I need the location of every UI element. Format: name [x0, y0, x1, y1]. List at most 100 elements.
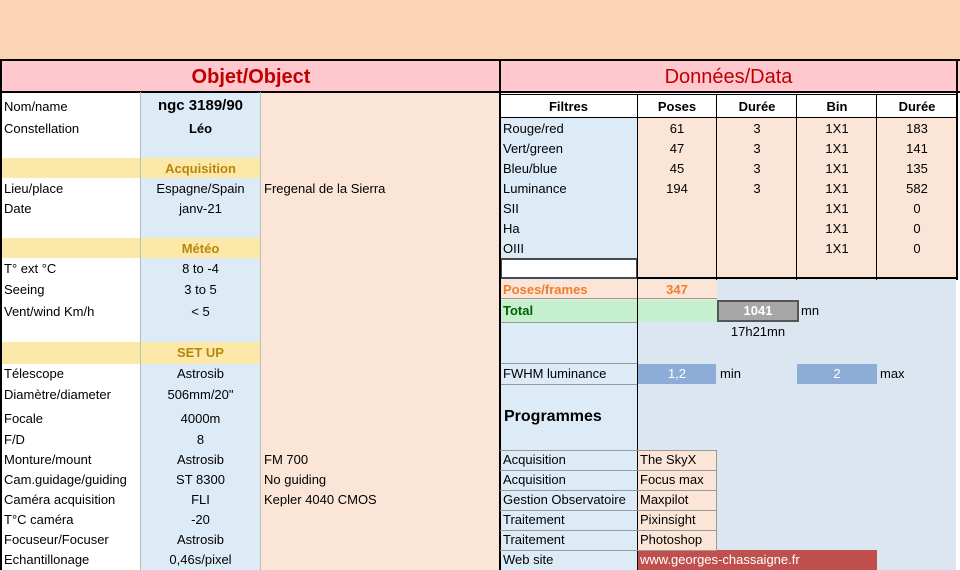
program-2-category: Acquisition	[503, 472, 566, 487]
program-2-software: Focus max	[640, 472, 704, 487]
label-constellation: Constellation	[4, 121, 80, 136]
total-value-box	[717, 300, 799, 322]
program-3-software: Maxpilot	[640, 492, 689, 507]
data-title: Données/Data	[664, 66, 793, 88]
filter-luminance-total: 582	[906, 181, 928, 196]
filter-green-bin: 1X1	[825, 141, 849, 156]
filter-sii-name: SII	[503, 201, 519, 216]
filter-green-name: Vert/green	[503, 141, 563, 156]
website-link[interactable]: www.georges-chassaigne.fr	[640, 552, 800, 567]
value-focal: 4000m	[180, 411, 221, 426]
filter-red-duration: 3	[753, 121, 761, 136]
program-3-category: Gestion Observatoire	[503, 492, 626, 507]
fwhm-min-label: min	[720, 366, 741, 381]
col-header-duration: Durée	[738, 99, 776, 114]
filter-blue-poses: 45	[669, 161, 685, 176]
filter-ha-bin: 1X1	[825, 221, 849, 236]
label-focal: Focale	[4, 411, 44, 426]
total-unit: mn	[801, 303, 820, 318]
total-label: Total	[503, 303, 534, 318]
value-seeing: 3 to 5	[184, 282, 217, 297]
label-date: Date	[4, 201, 32, 216]
program-5-software: Photoshop	[640, 532, 703, 547]
total-value: 1041	[743, 303, 773, 318]
label-telescope: Télescope	[4, 366, 64, 381]
filter-luminance-name: Luminance	[503, 181, 567, 196]
section-acquisition: Acquisition	[165, 161, 236, 176]
programs-right-bg	[637, 450, 717, 550]
total-hours: 17h21mn	[730, 324, 786, 339]
filter-oiii-bin: 1X1	[825, 241, 849, 256]
filter-sii-total: 0	[913, 201, 921, 216]
label-seeing: Seeing	[4, 282, 45, 297]
filter-blue-total: 135	[906, 161, 928, 176]
col-header-poses: Poses	[657, 99, 697, 114]
filter-blue-bin: 1X1	[825, 161, 849, 176]
poses-frames-value: 347	[666, 282, 688, 297]
filter-blue-name: Bleu/blue	[503, 161, 558, 176]
value-camera-temp: -20	[191, 512, 210, 527]
top-band	[0, 0, 960, 60]
value-name: ngc 3189/90	[157, 97, 244, 114]
value-constellation: Léo	[188, 121, 213, 136]
filter-luminance-poses: 194	[666, 181, 688, 196]
value-date: janv-21	[179, 201, 222, 216]
poses-frames-label: Poses/frames	[503, 282, 588, 297]
program-5-category: Traitement	[503, 532, 565, 547]
value-fd: 8	[196, 432, 205, 447]
value-temp-ext: 8 to -4	[182, 261, 219, 276]
label-camera: Caméra acquisition	[4, 492, 116, 507]
filter-blue-duration: 3	[753, 161, 761, 176]
col-header-total-duration: Durée	[898, 99, 936, 114]
fwhm-max-box	[797, 364, 877, 384]
data-header-bg	[500, 60, 960, 92]
filter-luminance-bin: 1X1	[825, 181, 849, 196]
filter-oiii-name: OIII	[503, 241, 524, 256]
label-wind: Vent/wind Km/h	[4, 304, 95, 319]
total-row-bg	[500, 300, 717, 322]
filter-red-poses: 61	[669, 121, 685, 136]
extra-guiding: No guiding	[264, 472, 327, 487]
label-place: Lieu/place	[4, 181, 64, 196]
filter-ha-total: 0	[913, 221, 921, 236]
program-4-category: Traitement	[503, 512, 565, 527]
website-label: Web site	[503, 552, 554, 567]
label-diameter: Diamètre/diameter	[4, 387, 111, 402]
label-mount: Monture/mount	[4, 452, 92, 467]
filter-green-poses: 47	[669, 141, 685, 156]
value-camera: FLI	[191, 492, 210, 507]
selected-cell[interactable]	[500, 258, 638, 279]
label-camera-temp: T°C caméra	[4, 512, 74, 527]
filter-green-duration: 3	[753, 141, 761, 156]
value-place: Espagne/Spain	[156, 181, 245, 196]
filter-luminance-duration: 3	[753, 181, 761, 196]
filter-green-total: 141	[906, 141, 928, 156]
acquisition-band	[0, 158, 260, 178]
col-header-filters: Filtres	[548, 99, 588, 114]
label-sampling: Echantillonage	[4, 552, 90, 567]
fwhm-max-value: 2	[833, 366, 841, 381]
value-diameter: 506mm/20"	[167, 387, 234, 402]
section-meteo: Météo	[181, 241, 220, 256]
filter-sii-bin: 1X1	[825, 201, 849, 216]
fwhm-min-box	[638, 364, 716, 384]
filter-name-column	[500, 118, 637, 258]
extra-place: Fregenal de la Sierra	[264, 181, 386, 196]
filter-oiii-total: 0	[913, 241, 921, 256]
label-guiding: Cam.guidage/guiding	[4, 472, 127, 487]
fwhm-min-value: 1,2	[667, 366, 687, 381]
data-col-headers-bg	[500, 95, 956, 117]
program-1-software: The SkyX	[640, 452, 697, 467]
setup-band	[0, 342, 260, 364]
program-4-software: Pixinsight	[640, 512, 696, 527]
poses-row-bg	[500, 280, 717, 300]
program-1-category: Acquisition	[503, 452, 566, 467]
section-setup: SET UP	[177, 345, 224, 360]
label-name: Nom/name	[4, 99, 68, 114]
fwhm-max-label: max	[880, 366, 905, 381]
extra-mount: FM 700	[264, 452, 309, 467]
object-extra-column	[260, 92, 500, 570]
filter-ha-name: Ha	[503, 221, 520, 236]
programs-title: Programmes	[504, 408, 602, 425]
value-mount: Astrosib	[177, 452, 224, 467]
